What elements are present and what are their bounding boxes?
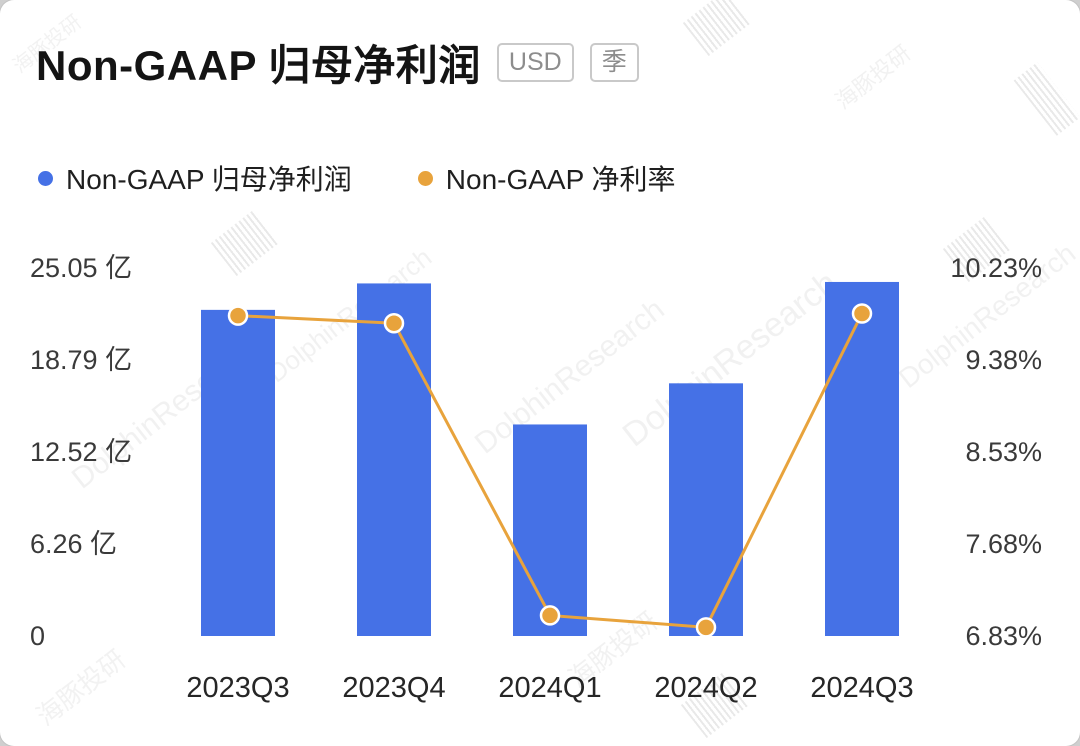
bar-2023Q3 <box>201 309 275 636</box>
bar-2024Q2 <box>669 383 743 636</box>
period-badge: 季 <box>589 43 639 82</box>
rate-point-2024Q1 <box>539 605 561 626</box>
currency-badge: USD <box>496 43 574 82</box>
x-axis-label-2023Q3: 2023Q3 <box>186 672 290 704</box>
left-axis-tick: 0 <box>30 621 46 651</box>
page-title: Non-GAAP 归母净利润 <box>36 42 481 89</box>
x-axis-label-2024Q2: 2024Q2 <box>654 672 758 704</box>
right-axis-tick: 10.23% <box>950 253 1042 283</box>
left-axis-tick: 12.52 亿 <box>30 437 133 467</box>
legend-dot-icon <box>38 170 53 186</box>
legend: Non-GAAP 归母净利润 Non-GAAP 净利率 <box>38 158 676 198</box>
rate-point-2024Q2 <box>695 617 717 638</box>
right-axis-tick: 9.38% <box>965 345 1042 375</box>
left-axis-tick: 18.79 亿 <box>30 345 133 375</box>
legend-item-1: Non-GAAP 净利率 <box>417 158 676 198</box>
legend-item-0: Non-GAAP 归母净利润 <box>38 158 352 198</box>
x-axis-label-2023Q4: 2023Q4 <box>342 672 446 704</box>
left-axis-tick: 6.26 亿 <box>30 529 118 559</box>
bar-2024Q1 <box>513 424 587 636</box>
legend-label: Non-GAAP 归母净利润 <box>66 164 352 195</box>
bar-2024Q3 <box>825 281 899 636</box>
chart-header: Non-GAAP 归母净利润 USD 季 <box>36 32 639 93</box>
legend-label: Non-GAAP 净利率 <box>445 164 676 195</box>
right-axis-tick: 6.83% <box>965 621 1042 651</box>
rate-point-2024Q3 <box>851 303 873 324</box>
left-axis-tick: 25.05 亿 <box>30 253 133 283</box>
rate-point-2023Q3 <box>227 305 249 326</box>
x-axis-label-2024Q3: 2024Q3 <box>810 672 914 704</box>
right-axis-tick: 8.53% <box>965 437 1042 467</box>
legend-dot-icon <box>417 170 433 186</box>
x-axis-label-2024Q1: 2024Q1 <box>498 672 602 704</box>
bar-2023Q4 <box>357 283 431 636</box>
right-axis-tick: 7.68% <box>965 529 1042 559</box>
rate-point-2023Q4 <box>383 312 405 334</box>
